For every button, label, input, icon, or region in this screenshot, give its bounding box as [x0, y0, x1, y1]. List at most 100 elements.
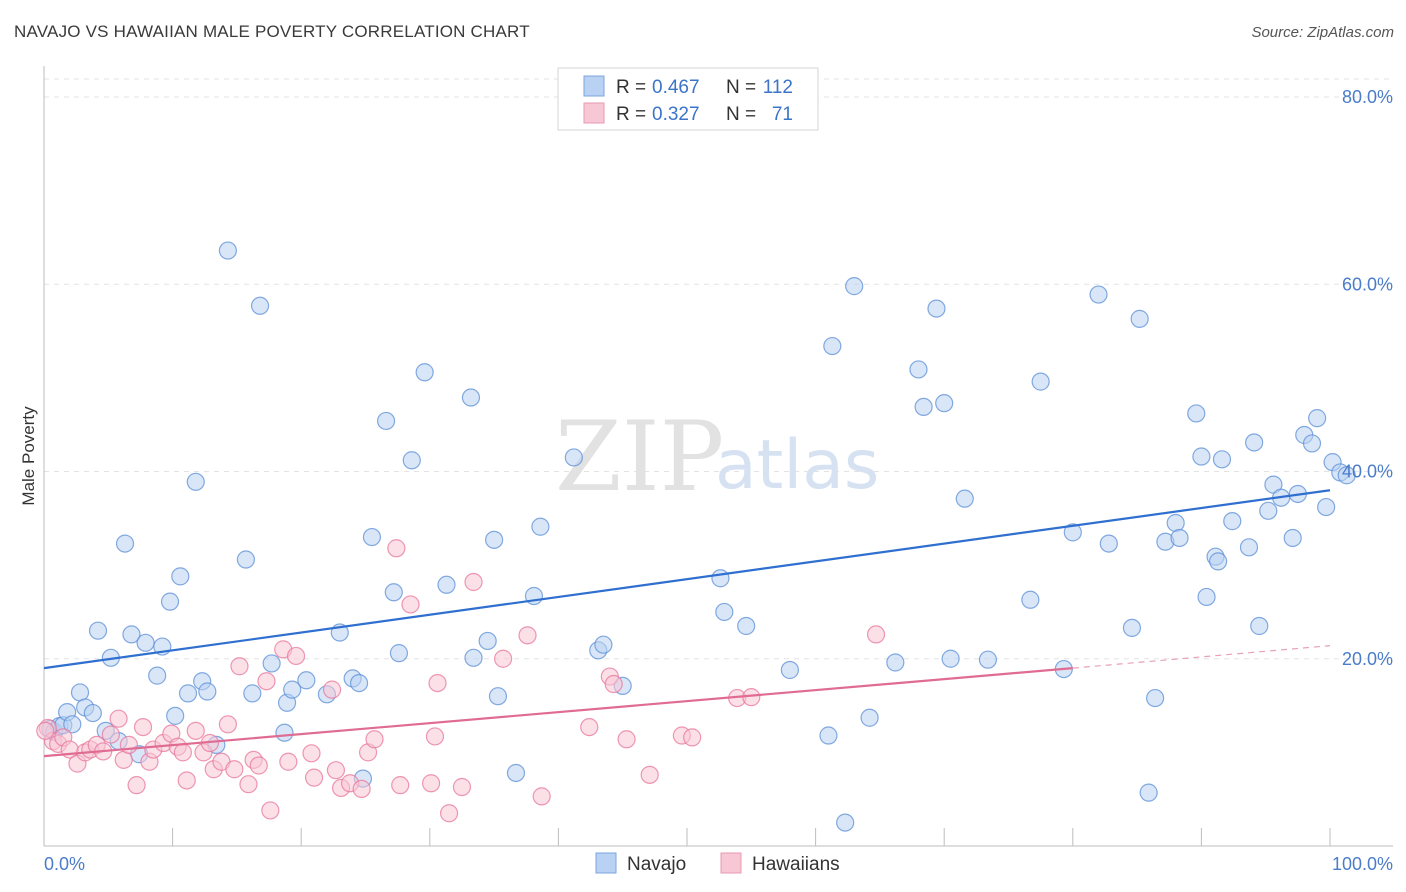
y-tick-labels: 20.0% 40.0% 60.0% 80.0%	[1342, 87, 1393, 669]
navajo-point	[384, 583, 403, 602]
navajo-point	[935, 394, 954, 413]
hawaiians-point	[218, 715, 237, 734]
navajo-point	[823, 336, 842, 356]
y-tick-label: 80.0%	[1342, 87, 1393, 107]
navajo-point	[506, 763, 526, 783]
navajo-point	[171, 567, 190, 586]
hawaiians-point	[365, 730, 384, 749]
navajo-trend-line	[43, 489, 1331, 670]
navajo-point	[1223, 512, 1242, 531]
navajo-point	[362, 527, 382, 547]
navajo-point	[1302, 434, 1322, 453]
navajo-point	[1139, 783, 1158, 802]
navajo-point	[485, 530, 504, 549]
navajo-point	[389, 644, 409, 663]
navajo-point	[914, 397, 933, 416]
navajo-point	[437, 575, 456, 594]
navajo-point	[886, 653, 905, 672]
hawaiians-point	[866, 625, 886, 644]
hawaiians-point	[257, 672, 276, 691]
navajo-point	[1212, 450, 1232, 469]
navajo-point	[1170, 528, 1189, 548]
hawaiians-point	[352, 779, 371, 798]
navajo-point	[115, 534, 135, 553]
navajo-point	[464, 648, 483, 667]
hawaiians-point	[439, 804, 459, 823]
hawaiians-point	[452, 777, 472, 797]
navajo-point	[186, 472, 205, 491]
legend-n-label-hawaiians: N =	[726, 104, 756, 125]
legend-r-value-navajo: 0.467	[652, 77, 700, 98]
navajo-point	[1089, 285, 1108, 304]
y-tick-label: 20.0%	[1342, 649, 1393, 669]
hawaiians-point	[494, 649, 513, 668]
hawaiians-point	[261, 801, 280, 820]
navajo-point	[148, 666, 167, 685]
hawaiians-point	[249, 756, 268, 775]
navajo-point	[88, 621, 108, 640]
hawaiians-trend-extension	[1072, 645, 1331, 669]
hawaiians-point	[421, 774, 441, 793]
hawaiians-point	[322, 680, 342, 699]
hawaiians-point	[326, 761, 346, 780]
hawaiians-point	[302, 744, 321, 763]
navajo-point	[564, 448, 583, 467]
x-tick-label-max: 100.0%	[1332, 854, 1393, 874]
hawaiians-point	[279, 752, 298, 771]
navajo-point	[1239, 538, 1259, 557]
legend-swatch-navajo	[583, 75, 605, 97]
legend-r-label-hawaiians: R =	[616, 104, 646, 125]
hawaiians-point	[425, 727, 445, 746]
watermark-atlas: atlas	[715, 426, 879, 505]
watermark-zip: ZIP	[555, 401, 724, 513]
navajo-point	[198, 682, 217, 701]
navajo-point	[415, 363, 434, 382]
navajo-point	[178, 684, 198, 703]
navajo-point	[349, 673, 369, 693]
hawaiians-point	[101, 725, 120, 744]
navajo-point	[715, 602, 734, 622]
navajo-point	[780, 660, 799, 680]
hawaiians-point	[617, 730, 636, 749]
navajo-point	[1259, 501, 1278, 520]
legend-n-label-navajo: N =	[726, 77, 756, 98]
legend-bottom-label-hawaiians: Hawaiians	[752, 854, 840, 875]
navajo-point	[1063, 523, 1082, 542]
navajo-point	[1031, 372, 1050, 391]
hawaiians-point	[177, 771, 196, 790]
navajo-point	[275, 723, 294, 742]
hawaiians-point	[532, 787, 551, 806]
navajo-point	[737, 616, 756, 636]
navajo-point	[136, 633, 155, 652]
navajo-point	[83, 703, 102, 723]
navajo-point	[860, 708, 879, 727]
source-credit: Source: ZipAtlas.com	[1251, 24, 1394, 41]
navajo-point	[297, 671, 316, 690]
navajo-point	[478, 631, 497, 651]
y-tick-label: 60.0%	[1342, 274, 1393, 294]
navajo-point	[283, 680, 302, 699]
legend-r-value-hawaiians: 0.327	[652, 104, 700, 125]
hawaiians-point	[109, 709, 128, 728]
navajo-point	[1130, 309, 1149, 328]
legend-n-value-navajo: 112	[763, 77, 793, 98]
navajo-point	[836, 813, 855, 832]
navajo-point	[1122, 618, 1142, 637]
navajo-point	[122, 625, 141, 644]
hawaiians-point	[186, 721, 205, 740]
navajo-point	[1245, 433, 1264, 452]
navajo-point	[845, 277, 864, 296]
navajo-point	[1192, 447, 1211, 466]
navajo-point	[63, 715, 82, 734]
navajo-point	[160, 592, 180, 611]
navajo-point	[1146, 688, 1165, 708]
legend-bottom-swatch-navajo	[595, 852, 617, 874]
navajo-point	[531, 517, 550, 536]
navajo-point	[250, 296, 270, 315]
hawaiians-point	[387, 539, 406, 558]
x-tick-label-min: 0.0%	[44, 854, 85, 874]
navajo-point	[1099, 534, 1118, 553]
hawaiians-point	[401, 595, 420, 614]
hawaiians-point	[683, 728, 702, 747]
